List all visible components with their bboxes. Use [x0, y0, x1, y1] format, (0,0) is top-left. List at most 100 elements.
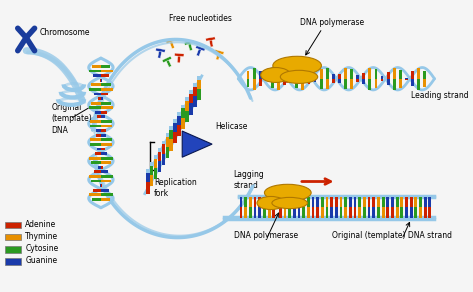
Bar [93, 189, 101, 192]
Bar [354, 197, 357, 207]
Bar [95, 111, 101, 114]
Bar [372, 197, 375, 207]
Bar [354, 207, 357, 218]
Bar [414, 207, 417, 218]
Bar [158, 161, 161, 172]
Bar [150, 175, 153, 187]
Bar [197, 89, 201, 100]
Bar [277, 79, 280, 90]
Bar [330, 197, 333, 207]
Bar [90, 120, 101, 123]
Bar [321, 197, 324, 207]
Bar [335, 197, 338, 207]
Bar [96, 129, 101, 132]
Bar [245, 207, 247, 218]
Bar [301, 79, 304, 90]
Bar [98, 97, 101, 100]
Bar [377, 197, 380, 207]
Bar [254, 207, 256, 218]
Text: Original
(template)
DNA: Original (template) DNA [52, 103, 92, 135]
Bar [166, 137, 169, 147]
Bar [340, 197, 342, 207]
Bar [101, 134, 105, 137]
Bar [162, 154, 166, 165]
Bar [162, 141, 166, 144]
Bar [101, 97, 104, 100]
Bar [193, 87, 197, 96]
Bar [193, 96, 197, 107]
Bar [296, 69, 298, 79]
Ellipse shape [273, 56, 322, 75]
Bar [249, 207, 252, 218]
Text: Lagging
strand: Lagging strand [234, 170, 264, 190]
Bar [101, 180, 111, 182]
Bar [254, 197, 256, 207]
Bar [405, 207, 408, 218]
Bar [175, 53, 184, 57]
Bar [326, 68, 329, 79]
Bar [101, 175, 113, 178]
Bar [375, 79, 377, 88]
Bar [181, 108, 185, 118]
Bar [5, 222, 21, 228]
Bar [158, 152, 161, 161]
Bar [399, 79, 402, 88]
Bar [340, 207, 342, 218]
Bar [247, 71, 249, 79]
Bar [100, 184, 101, 187]
Bar [387, 79, 390, 85]
Text: Cytosine: Cytosine [25, 244, 59, 253]
Bar [417, 79, 420, 90]
Bar [166, 133, 169, 137]
Bar [146, 169, 149, 173]
Bar [93, 74, 101, 77]
Bar [154, 155, 158, 159]
Bar [197, 76, 201, 80]
Bar [158, 148, 161, 152]
Bar [314, 75, 316, 79]
Bar [91, 102, 101, 105]
Bar [400, 207, 403, 218]
Bar [349, 197, 352, 207]
Bar [162, 144, 166, 154]
Bar [166, 59, 172, 67]
Bar [89, 125, 101, 127]
Bar [177, 112, 181, 116]
Bar [302, 197, 305, 207]
Bar [307, 207, 310, 218]
Bar [344, 207, 347, 218]
Bar [169, 126, 173, 130]
Bar [185, 101, 189, 111]
Bar [188, 43, 193, 51]
Bar [375, 69, 377, 79]
Bar [271, 70, 274, 79]
Bar [271, 79, 274, 88]
Bar [312, 197, 315, 207]
Bar [321, 207, 324, 218]
Bar [307, 79, 310, 84]
Bar [332, 74, 335, 79]
Bar [206, 37, 215, 41]
Bar [185, 111, 189, 122]
Bar [177, 55, 181, 63]
Text: Helicase: Helicase [215, 122, 247, 131]
Bar [259, 79, 262, 86]
Bar [424, 197, 427, 207]
Bar [195, 45, 205, 51]
Bar [101, 65, 110, 68]
Bar [162, 56, 172, 63]
Bar [381, 79, 384, 81]
Bar [169, 41, 175, 49]
Bar [177, 125, 181, 136]
Bar [189, 94, 193, 103]
Bar [154, 159, 158, 168]
Bar [320, 79, 323, 89]
Bar [396, 207, 399, 218]
Bar [89, 70, 101, 72]
Text: Thymine: Thymine [25, 232, 58, 241]
Bar [174, 123, 177, 132]
Bar [268, 197, 271, 207]
Bar [296, 79, 298, 88]
Bar [253, 67, 255, 79]
Bar [169, 130, 173, 139]
